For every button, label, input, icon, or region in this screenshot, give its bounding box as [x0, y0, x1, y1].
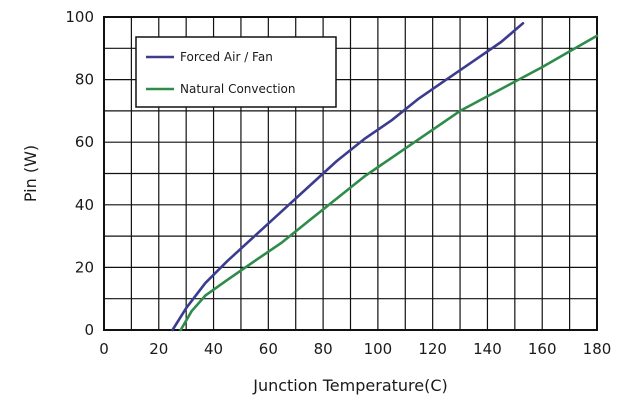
- x-tick-label: 80: [314, 340, 333, 358]
- series-line-0: [171, 21, 525, 332]
- legend-label-forced-air: Forced Air / Fan: [180, 50, 273, 64]
- x-tick-label: 120: [418, 340, 447, 358]
- y-tick-label: 60: [75, 133, 94, 151]
- x-tick-label: 0: [99, 340, 109, 358]
- legend-box: [135, 36, 337, 108]
- y-tick-label: 100: [65, 8, 94, 26]
- x-tick-labels: 0 20 40 60 80 100 120 140 160 180: [99, 340, 611, 358]
- legend: Forced Air / Fan Natural Convection: [135, 36, 337, 108]
- x-axis-label: Junction Temperature(C): [252, 376, 448, 395]
- y-tick-label: 80: [75, 71, 94, 89]
- x-tick-label: 20: [149, 340, 168, 358]
- y-tick-label: 20: [75, 258, 94, 276]
- y-tick-labels: 0 20 40 60 80 100: [65, 8, 94, 339]
- x-tick-label: 140: [473, 340, 502, 358]
- plot-frame: [103, 16, 598, 331]
- x-tick-label: 100: [364, 340, 393, 358]
- x-tick-label: 60: [259, 340, 278, 358]
- x-tick-label: 160: [528, 340, 557, 358]
- legend-label-natural-convection: Natural Convection: [180, 82, 295, 96]
- y-tick-label: 40: [75, 196, 94, 214]
- y-axis-label: Pin (W): [21, 145, 40, 202]
- x-tick-label: 180: [583, 340, 612, 358]
- y-tick-label: 0: [84, 321, 94, 339]
- x-tick-label: 40: [204, 340, 223, 358]
- series-layer: [171, 21, 599, 332]
- series-line-1: [179, 34, 599, 332]
